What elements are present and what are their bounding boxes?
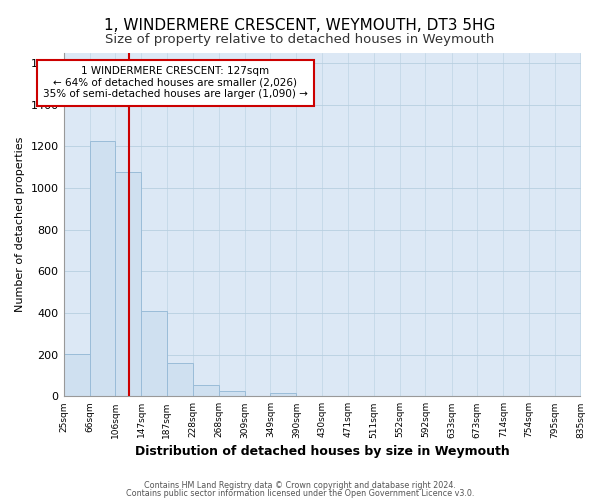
Bar [64, 354, 90, 397]
Bar [271, 393, 296, 396]
Text: 1, WINDERMERE CRESCENT, WEYMOUTH, DT3 5HG: 1, WINDERMERE CRESCENT, WEYMOUTH, DT3 5H… [104, 18, 496, 32]
Bar [142, 311, 167, 396]
Text: Size of property relative to detached houses in Weymouth: Size of property relative to detached ho… [106, 32, 494, 46]
Bar [218, 391, 245, 396]
Text: Contains HM Land Registry data © Crown copyright and database right 2024.: Contains HM Land Registry data © Crown c… [144, 480, 456, 490]
Bar [90, 141, 115, 397]
X-axis label: Distribution of detached houses by size in Weymouth: Distribution of detached houses by size … [134, 444, 509, 458]
Bar [193, 385, 218, 396]
Text: 1 WINDERMERE CRESCENT: 127sqm
← 64% of detached houses are smaller (2,026)
35% o: 1 WINDERMERE CRESCENT: 127sqm ← 64% of d… [43, 66, 308, 100]
Bar [167, 363, 193, 396]
Y-axis label: Number of detached properties: Number of detached properties [15, 136, 25, 312]
Text: Contains public sector information licensed under the Open Government Licence v3: Contains public sector information licen… [126, 489, 474, 498]
Bar [115, 172, 142, 396]
